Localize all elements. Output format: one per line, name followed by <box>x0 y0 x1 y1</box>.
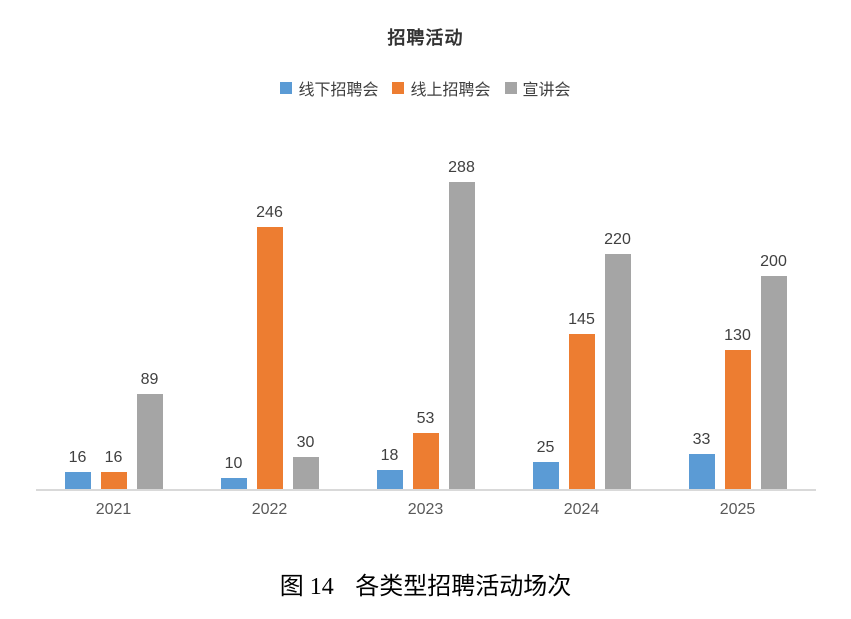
offline-job-fair-bar-2021 <box>64 472 91 489</box>
bar-value-label-info-session-2022: 30 <box>296 434 315 451</box>
bar-value-label-online-job-fair-2024: 145 <box>568 311 595 328</box>
bar-wrap-offline-job-fair-2022: 10 <box>220 148 247 489</box>
offline-job-fair-bar-2022 <box>220 478 247 489</box>
legend: 线下招聘会 线上招聘会 宣讲会 <box>0 76 851 100</box>
bar-value-label-online-job-fair-2025: 130 <box>724 327 751 344</box>
info-session-bar-2025 <box>760 276 787 489</box>
bar-groups: 16 16 89 10 246 30 18 53 288 25 145 220 33 130 200 <box>35 148 816 491</box>
caption-text: 各类型招聘活动场次 <box>355 574 572 600</box>
bar-value-label-info-session-2025: 200 <box>760 253 787 270</box>
recruitment-activities-chart: 招聘活动 线下招聘会 线上招聘会 宣讲会 16 16 89 10 246 30 18 53 288 2… <box>0 24 851 519</box>
bar-value-label-online-job-fair-2022: 246 <box>256 204 283 221</box>
legend-item-online-job-fair: 线上招聘会 <box>392 76 491 100</box>
bar-wrap-online-job-fair-2025: 130 <box>724 148 751 489</box>
figure-number: 图 14 <box>279 574 334 600</box>
bar-wrap-offline-job-fair-2023: 18 <box>376 148 403 489</box>
offline-job-fair-bar-2025 <box>688 454 715 489</box>
bar-value-label-info-session-2023: 288 <box>448 159 475 176</box>
x-axis-label-2023: 2023 <box>407 501 444 518</box>
chart-title: 招聘活动 <box>387 28 464 48</box>
figure-caption: 图 14 各类型招聘活动场次 <box>0 566 851 601</box>
x-axis-label-2025: 2025 <box>719 501 756 518</box>
x-axis-label-2022: 2022 <box>251 501 288 518</box>
bar-wrap-online-job-fair-2021: 16 <box>100 148 127 489</box>
bar-wrap-info-session-2023: 288 <box>448 148 475 489</box>
bar-wrap-info-session-2022: 30 <box>292 148 319 489</box>
offline-job-fair-bar-2024 <box>532 462 559 489</box>
bar-wrap-offline-job-fair-2021: 16 <box>64 148 91 489</box>
x-axis-label-2024: 2024 <box>563 501 600 518</box>
info-session-bar-2023 <box>448 182 475 489</box>
bar-wrap-online-job-fair-2023: 53 <box>412 148 439 489</box>
bar-value-label-info-session-2024: 220 <box>604 231 631 248</box>
bar-wrap-online-job-fair-2022: 246 <box>256 148 283 489</box>
bar-wrap-offline-job-fair-2025: 33 <box>688 148 715 489</box>
info-session-bar-2024 <box>604 254 631 489</box>
legend-swatch-info-session <box>504 82 517 94</box>
legend-label-offline-job-fair: 线下招聘会 <box>298 82 379 99</box>
bar-value-label-offline-job-fair-2025: 33 <box>692 431 711 448</box>
bar-wrap-offline-job-fair-2024: 25 <box>532 148 559 489</box>
x-axis-label-2021: 2021 <box>95 501 132 518</box>
bar-value-label-offline-job-fair-2024: 25 <box>536 439 555 456</box>
bar-wrap-info-session-2021: 89 <box>136 148 163 489</box>
offline-job-fair-bar-2023 <box>376 470 403 489</box>
bar-wrap-info-session-2024: 220 <box>604 148 631 489</box>
bar-value-label-offline-job-fair-2021: 16 <box>68 449 87 466</box>
bar-value-label-online-job-fair-2023: 53 <box>416 410 435 427</box>
online-job-fair-bar-2024 <box>568 334 595 489</box>
legend-swatch-offline-job-fair <box>280 82 293 94</box>
bar-value-label-offline-job-fair-2022: 10 <box>224 455 243 472</box>
legend-swatch-online-job-fair <box>392 82 405 94</box>
plot-area: 16 16 89 10 246 30 18 53 288 25 145 220 33 130 200 202… <box>35 148 816 519</box>
bar-group-2025: 33 130 200 <box>688 148 787 489</box>
legend-item-offline-job-fair: 线下招聘会 <box>280 76 378 100</box>
legend-item-info-session: 宣讲会 <box>504 76 571 100</box>
online-job-fair-bar-2023 <box>412 433 439 489</box>
online-job-fair-bar-2022 <box>256 227 283 489</box>
bar-group-2021: 16 16 89 <box>64 148 163 489</box>
bar-group-2022: 10 246 30 <box>220 148 319 489</box>
online-job-fair-bar-2025 <box>724 350 751 489</box>
bar-value-label-offline-job-fair-2023: 18 <box>380 447 399 464</box>
bar-group-2024: 25 145 220 <box>532 148 631 489</box>
legend-label-online-job-fair: 线上招聘会 <box>410 82 491 99</box>
bar-wrap-online-job-fair-2024: 145 <box>568 148 595 489</box>
bar-wrap-info-session-2025: 200 <box>760 148 787 489</box>
legend-label-info-session: 宣讲会 <box>522 82 571 99</box>
online-job-fair-bar-2021 <box>100 472 127 489</box>
bar-value-label-online-job-fair-2021: 16 <box>104 449 123 466</box>
x-axis-labels: 2021 2022 2023 2024 2025 <box>36 501 816 519</box>
bar-group-2023: 18 53 288 <box>376 148 475 489</box>
info-session-bar-2022 <box>292 457 319 489</box>
info-session-bar-2021 <box>136 394 163 489</box>
bar-value-label-info-session-2021: 89 <box>140 371 159 388</box>
